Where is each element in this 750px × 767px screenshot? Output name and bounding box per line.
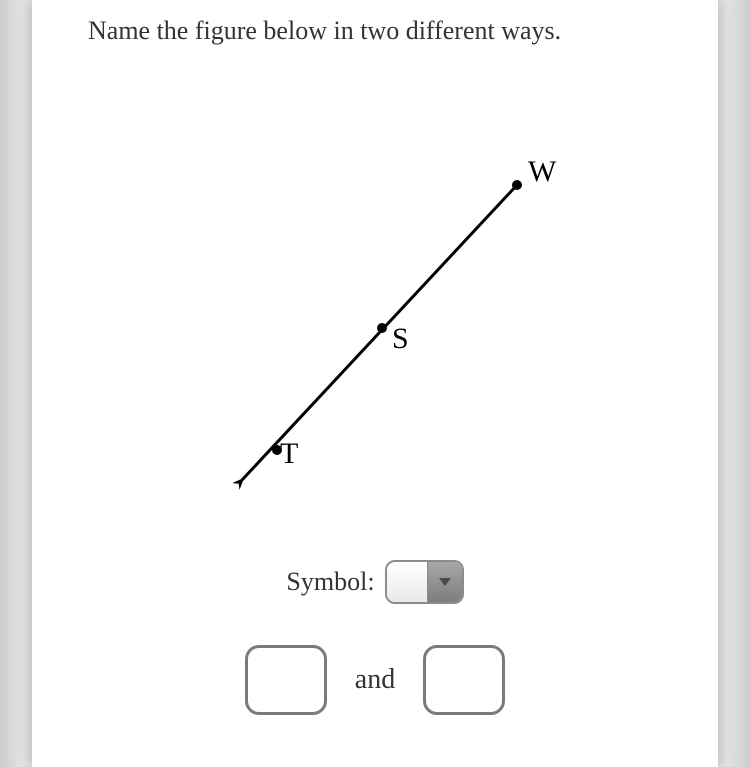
chevron-down-icon xyxy=(427,562,462,602)
point-W-dot xyxy=(512,180,522,190)
symbol-dropdown[interactable] xyxy=(385,560,464,604)
symbol-label: Symbol: xyxy=(286,567,374,597)
question-prompt: Name the figure below in two different w… xyxy=(88,16,561,46)
symbol-dropdown-value xyxy=(387,562,427,602)
point-S-dot xyxy=(377,323,387,333)
ray-line xyxy=(242,185,517,480)
answer-row: and xyxy=(32,645,718,715)
ray-figure-svg xyxy=(32,60,718,520)
conjunction-label: and xyxy=(355,664,395,696)
answer-input-2[interactable] xyxy=(423,645,505,715)
page-background: Name the figure below in two different w… xyxy=(0,0,750,767)
point-S-label: S xyxy=(392,322,409,356)
figure-area: W S T xyxy=(32,60,718,520)
point-W-label: W xyxy=(528,155,556,189)
answer-input-1[interactable] xyxy=(245,645,327,715)
point-T-label: T xyxy=(280,437,298,471)
symbol-row: Symbol: xyxy=(32,560,718,604)
question-card: Name the figure below in two different w… xyxy=(32,0,718,767)
